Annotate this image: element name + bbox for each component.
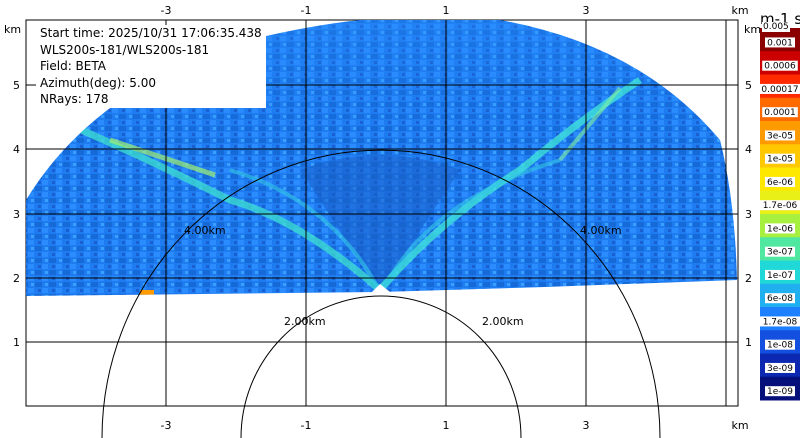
- y-unit-left: km: [4, 23, 21, 36]
- x-tick-bottom: 1: [443, 419, 450, 432]
- colorbar-label: 6e-08: [767, 294, 793, 304]
- colorbar-label: 1.7e-06: [763, 201, 798, 211]
- colorbar-label: 3e-05: [767, 131, 793, 141]
- y-tick-left: 1: [13, 336, 20, 349]
- colorbar-top-label: 0.005: [762, 22, 790, 32]
- colorbar-label-bg: [762, 107, 798, 118]
- colorbar-label-bg: [765, 246, 795, 257]
- ring-label: 4.00km: [580, 224, 622, 237]
- colorbar-label: 1e-08: [767, 341, 793, 351]
- colorbar-label-bg: [759, 83, 800, 94]
- x-tick-top: -3: [161, 4, 172, 17]
- y-tick-right: 3: [745, 208, 752, 221]
- x-unit-bottom: km: [731, 419, 748, 432]
- colorbar-label: 3e-09: [767, 364, 793, 374]
- x-unit-top: km: [731, 4, 748, 17]
- colorbar-label-bg: [765, 153, 795, 164]
- y-ticks: km 5 4 3 2 1 km 5 4 3 2 1: [4, 23, 761, 349]
- field-text: Field: BETA: [38, 58, 108, 75]
- colorbar-label-bg: [765, 269, 795, 280]
- azimuth-text: Azimuth(deg): 5.00: [38, 74, 159, 91]
- x-tick-top: 1: [443, 4, 450, 17]
- colorbar-label: 3e-07: [767, 248, 793, 258]
- colorbar-label: 0.00017: [761, 85, 798, 95]
- ring-label: 2.00km: [482, 315, 524, 328]
- colorbar-label: 6e-06: [767, 178, 793, 188]
- ring-label: 2.00km: [284, 315, 326, 328]
- colorbar-label: 0.0001: [764, 108, 796, 118]
- colorbar-label: 0.0006: [764, 62, 796, 72]
- colorbar-label: 1e-07: [767, 271, 793, 281]
- colorbar-label-bg: [759, 200, 800, 211]
- colorbar-label: 1e-05: [767, 155, 793, 165]
- colorbar-label-bg: [765, 386, 795, 397]
- range-rings: [101, 149, 661, 438]
- colorbar-label-bg: [765, 339, 795, 350]
- y-tick-left: 5: [13, 79, 20, 92]
- colorbar-label-bg: [765, 362, 795, 373]
- colorbar-label: 1e-06: [767, 224, 793, 234]
- x-tick-bottom: -3: [161, 419, 172, 432]
- colorbar-label-bg: [765, 130, 795, 141]
- colorbar-label-bg: [765, 223, 795, 234]
- colorbar-label-bg: [765, 37, 795, 48]
- x-ticks: -3 -1 1 3 km -3 -1 1 3 km: [161, 4, 749, 432]
- ring-label: 4.00km: [184, 224, 226, 237]
- y-unit-right: km: [744, 23, 761, 36]
- nrays-text: NRays: 178: [38, 91, 111, 108]
- colorbar-label-bg: [765, 293, 795, 304]
- y-tick-right: 4: [745, 143, 752, 156]
- y-tick-left: 3: [13, 208, 20, 221]
- colorbar-label-bg: [765, 176, 795, 187]
- x-tick-top: 3: [583, 4, 590, 17]
- y-tick-left: 2: [13, 272, 20, 285]
- colorbar: 0.001 0.0006 0.00017 0.0001 3e-05 1e-05 6e-06 1…: [759, 28, 800, 401]
- x-tick-bottom: 3: [583, 419, 590, 432]
- scan-info-panel: Start time: 2025/10/31 17:06:35.438 WLS2…: [36, 25, 266, 108]
- colorbar-label: 0.001: [767, 38, 793, 48]
- start-time-text: Start time: 2025/10/31 17:06:35.438: [38, 25, 264, 42]
- y-tick-left: 4: [13, 143, 20, 156]
- colorbar-label-bg: [759, 316, 800, 327]
- colorbar-label: 1.7e-08: [763, 317, 798, 327]
- colorbar-label-bg: [762, 60, 798, 71]
- y-tick-right: 1: [745, 336, 752, 349]
- y-tick-right: 2: [745, 272, 752, 285]
- y-tick-right: 5: [745, 79, 752, 92]
- x-tick-bottom: -1: [301, 419, 312, 432]
- colorbar-label: 1e-09: [767, 387, 793, 397]
- grid: [26, 20, 738, 406]
- x-tick-top: -1: [301, 4, 312, 17]
- device-text: WLS200s-181/WLS200s-181: [38, 41, 212, 58]
